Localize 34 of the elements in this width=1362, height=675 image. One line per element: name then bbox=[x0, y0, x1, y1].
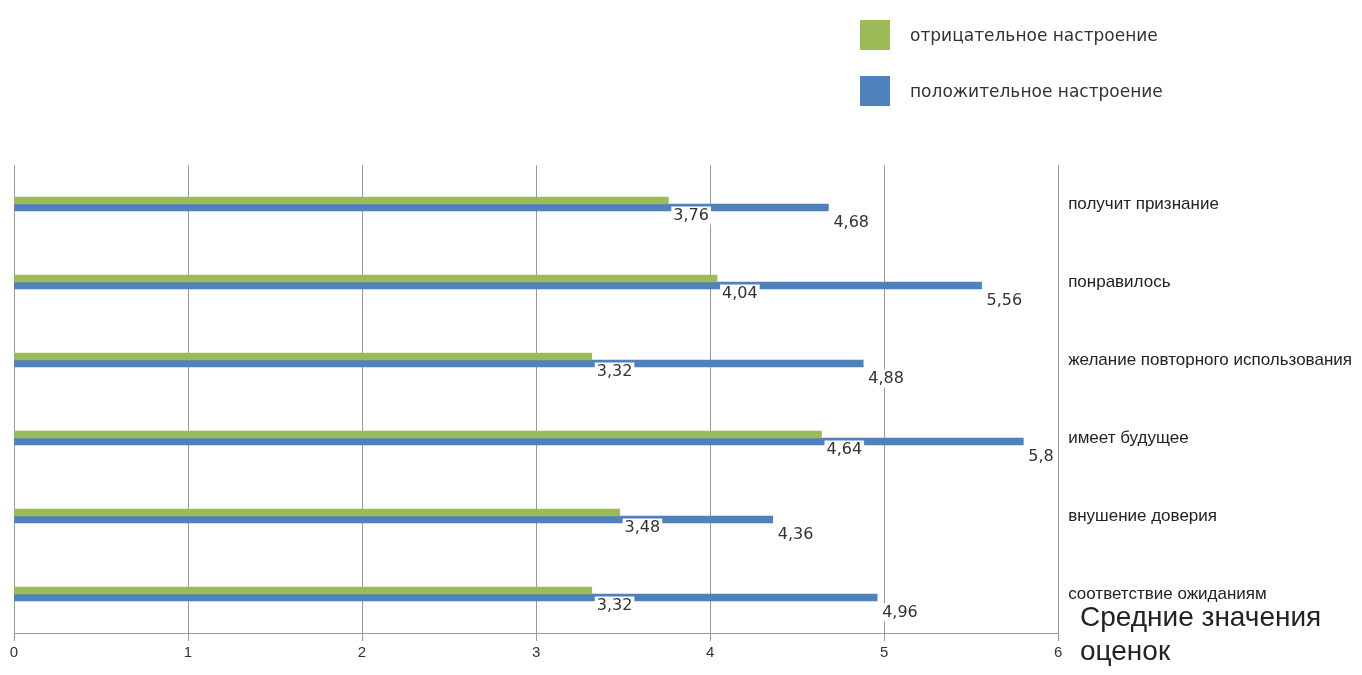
data-label: 3,48 bbox=[624, 516, 661, 536]
x-tick-label: 3 bbox=[531, 643, 541, 661]
x-axis-title: Средние значения оценок bbox=[1080, 601, 1323, 668]
x-tick-label: 6 bbox=[1053, 643, 1063, 661]
data-label: 3,32 bbox=[596, 360, 633, 380]
y-tick-label: получит признание bbox=[1068, 193, 1219, 213]
data-label: 4,88 bbox=[868, 367, 904, 387]
data-label: 4,68 bbox=[833, 211, 870, 231]
y-tick-label: желание повторного использования bbox=[1068, 349, 1352, 369]
bar bbox=[14, 430, 822, 439]
data-label: 3,32 bbox=[596, 594, 633, 614]
y-tick-label: понравилось bbox=[1068, 271, 1171, 291]
x-tick-label: 5 bbox=[879, 643, 889, 661]
legend-label: отрицательное настроение bbox=[910, 25, 1158, 45]
bar bbox=[14, 586, 593, 595]
x-tick-label: 4 bbox=[705, 643, 715, 661]
x-tick-label: 1 bbox=[183, 643, 193, 661]
data-label: 4,96 bbox=[882, 601, 918, 621]
data-label: 5,56 bbox=[986, 289, 1023, 309]
y-tick-label: имеет будущее bbox=[1068, 427, 1189, 447]
data-label: 4,04 bbox=[722, 282, 758, 302]
data-label: 4,36 bbox=[777, 523, 814, 543]
y-tick-label: внушение доверия bbox=[1068, 505, 1218, 525]
data-label: 5,8 bbox=[1028, 445, 1054, 465]
x-tick-label: 0 bbox=[9, 643, 19, 661]
data-label: 3,76 bbox=[673, 204, 709, 224]
data-label: 4,64 bbox=[826, 438, 863, 458]
bar bbox=[14, 196, 669, 205]
y-tick-label: соответствие ожиданиям bbox=[1068, 583, 1267, 603]
bar bbox=[14, 274, 718, 283]
legend-label: положительное настроение bbox=[910, 81, 1163, 101]
bar bbox=[14, 352, 593, 361]
bar bbox=[14, 508, 620, 517]
x-tick-label: 2 bbox=[357, 643, 367, 661]
